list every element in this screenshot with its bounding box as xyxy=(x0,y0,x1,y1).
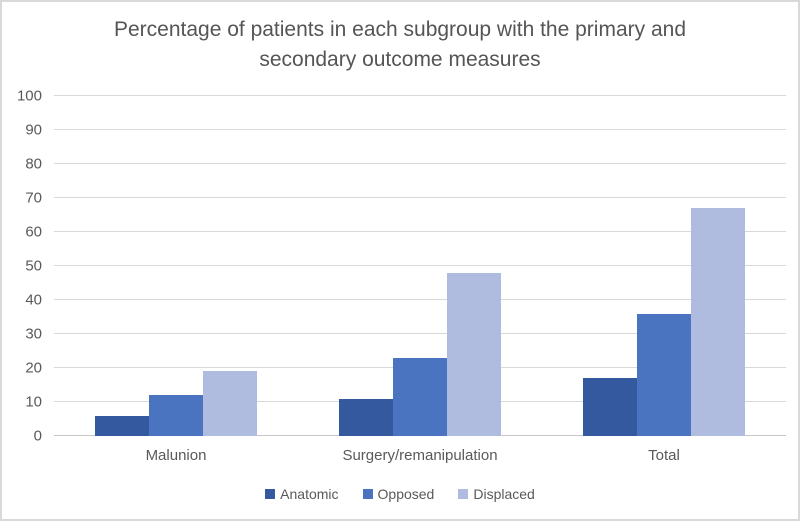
legend-label: Opposed xyxy=(377,486,435,502)
legend-swatch-icon xyxy=(265,489,276,499)
gridline xyxy=(54,95,786,96)
y-tick-label: 80 xyxy=(25,155,42,173)
y-tick-label: 100 xyxy=(16,87,42,105)
bar-anatomic xyxy=(95,415,149,436)
gridline xyxy=(54,197,786,198)
bar-groups xyxy=(54,96,786,436)
gridline xyxy=(54,231,786,232)
bar-group-total xyxy=(542,96,786,436)
legend-item-opposed: Opposed xyxy=(362,486,435,502)
gridline xyxy=(54,299,786,300)
y-tick-label: 30 xyxy=(25,325,42,343)
gridline xyxy=(54,163,786,164)
bar-opposed xyxy=(149,395,203,436)
legend-label: Displaced xyxy=(473,486,535,502)
y-tick-label: 40 xyxy=(25,291,42,309)
chart-title: Percentage of patients in each subgroup … xyxy=(113,18,686,71)
plot-area xyxy=(54,95,786,436)
y-tick-label: 20 xyxy=(25,359,42,377)
legend-swatch-icon xyxy=(362,489,373,499)
legend: Anatomic Opposed Displaced xyxy=(2,486,798,502)
bar-opposed xyxy=(393,357,447,436)
x-category-label: Total xyxy=(648,447,680,464)
gridline xyxy=(54,129,786,130)
bar-displaced xyxy=(447,272,501,436)
bar-group-surgery-remanipulation xyxy=(298,96,542,436)
legend-item-anatomic: Anatomic xyxy=(265,486,339,502)
y-tick-label: 60 xyxy=(25,223,42,241)
y-axis: 0 10 20 30 40 50 60 70 80 90 100 xyxy=(2,88,44,445)
bar-displaced xyxy=(691,208,745,436)
bar-displaced xyxy=(203,371,257,436)
x-category-label: Surgery/remanipulation xyxy=(342,447,498,464)
legend-item-displaced: Displaced xyxy=(458,486,535,502)
bar-opposed xyxy=(637,313,691,436)
bar-anatomic xyxy=(339,398,393,436)
x-axis: Malunion Surgery/remanipulation Total xyxy=(54,447,786,464)
legend-label: Anatomic xyxy=(280,486,339,502)
gridline xyxy=(54,265,786,266)
gridline xyxy=(54,333,786,334)
bar-anatomic xyxy=(583,378,637,436)
y-tick-label: 90 xyxy=(25,121,42,139)
bar-group-malunion xyxy=(54,96,298,436)
legend-swatch-icon xyxy=(458,489,469,499)
y-tick-label: 10 xyxy=(25,393,42,411)
y-tick-label: 0 xyxy=(33,427,42,445)
y-tick-label: 50 xyxy=(25,257,42,275)
x-category-label: Malunion xyxy=(145,447,207,464)
y-tick-label: 70 xyxy=(25,189,42,207)
